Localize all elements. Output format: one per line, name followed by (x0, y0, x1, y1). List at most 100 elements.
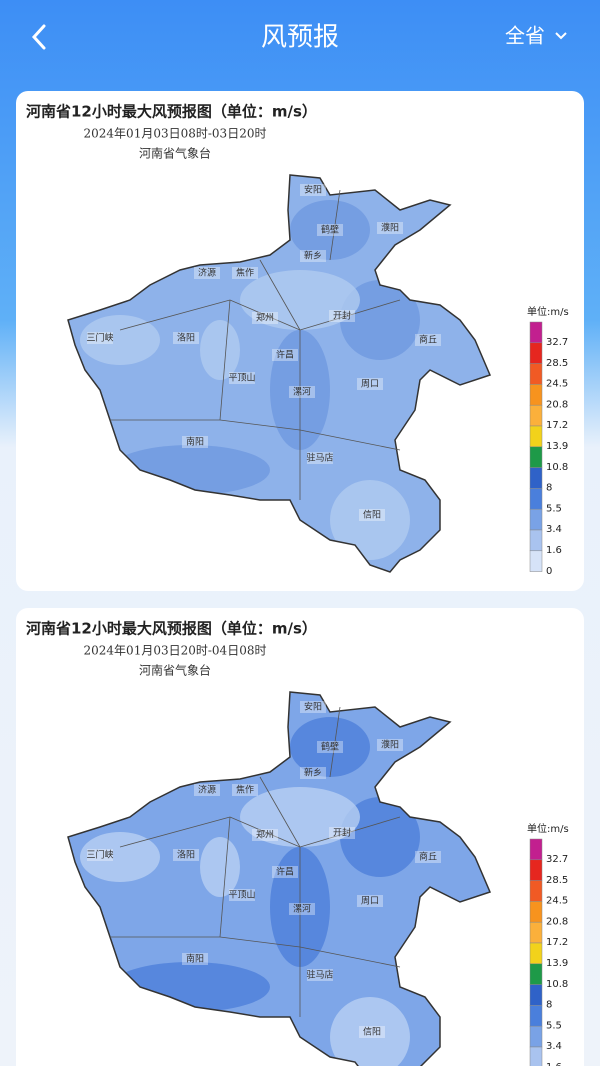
city-label-bg (300, 184, 326, 196)
legend-swatch (529, 1005, 543, 1027)
dropdown-icon[interactable] (555, 32, 567, 40)
map-period: 2024年01月03日20时-04日08时 (84, 644, 267, 658)
city-label-bg (252, 312, 278, 324)
county-border (119, 299, 231, 331)
legend-swatch (529, 446, 543, 468)
city-label: 漯河 (293, 386, 311, 398)
legend-label: 13.9 (546, 441, 568, 452)
back-button[interactable] (31, 24, 46, 50)
city-label: 济源 (198, 267, 216, 279)
legend-swatch (529, 921, 543, 944)
city-label-bg (182, 953, 208, 965)
city-label-bg (272, 349, 298, 361)
city-label-bg (317, 224, 343, 236)
city-label: 焦作 (236, 267, 254, 279)
wind-area (200, 320, 240, 380)
city-label: 南阳 (186, 953, 204, 965)
legend-label: 5.5 (546, 1020, 562, 1031)
city-label-bg (377, 739, 403, 751)
legend-swatch (529, 963, 543, 985)
city-label: 三门峡 (86, 332, 113, 344)
county-border (229, 816, 301, 848)
county-border (219, 419, 301, 431)
city-label-bg (415, 851, 441, 863)
wind-area (240, 787, 360, 847)
city-label: 周口 (361, 379, 379, 390)
city-label: 商丘 (419, 334, 437, 346)
city-label: 信阳 (363, 509, 381, 521)
wind-area (290, 200, 370, 260)
city-label-bg (289, 903, 315, 915)
legend-label: 5.5 (546, 503, 562, 514)
legend-label: 3.4 (546, 524, 562, 535)
city-label-bg (329, 827, 355, 839)
city-label: 焦作 (236, 784, 254, 796)
county-border (299, 429, 401, 451)
city-label: 安阳 (304, 701, 322, 713)
legend-swatch (529, 859, 543, 881)
city-label-bg (377, 222, 403, 234)
city-label-bg (87, 849, 113, 861)
legend-swatch (529, 508, 543, 531)
map-issuer: 河南省气象台 (139, 663, 211, 678)
wind-area (200, 837, 240, 897)
legend-label: 8 (546, 1000, 552, 1011)
city-label: 洛阳 (177, 332, 195, 344)
legend-label: 8 (546, 483, 552, 494)
legend-swatch (529, 1046, 543, 1066)
city-label: 驻马店 (306, 452, 333, 464)
legend-label: 32.7 (546, 854, 568, 865)
city-label: 商丘 (419, 851, 437, 863)
city-label: 许昌 (276, 866, 294, 878)
city-label-bg (357, 378, 383, 390)
legend-label: 13.9 (546, 958, 568, 969)
wind-area (330, 480, 410, 560)
county-border (299, 816, 401, 848)
county-border (329, 706, 341, 778)
legend-label: 20.8 (546, 916, 568, 927)
county-border (299, 299, 401, 331)
legend-swatch (529, 467, 543, 489)
legend-swatch (529, 901, 543, 923)
city-label: 许昌 (276, 349, 294, 361)
legend-label: 24.5 (546, 379, 568, 390)
legend-swatch (529, 363, 543, 385)
legend-swatch (529, 942, 543, 965)
county-border (259, 776, 301, 848)
map-card: 河南省12小时最大风预报图（单位：m/s） 2024年01月03日20时-04日0… (16, 608, 584, 1066)
legend-swatch (529, 384, 543, 406)
city-label: 新乡 (304, 250, 322, 262)
city-label: 平顶山 (228, 373, 255, 384)
legend-swatch (529, 984, 543, 1006)
legend-label: 28.5 (546, 875, 568, 886)
legend-label: 24.5 (546, 896, 568, 907)
legend-label: 28.5 (546, 358, 568, 369)
city-label: 洛阳 (177, 849, 195, 861)
city-label-bg (173, 849, 199, 861)
legend-swatch (529, 529, 543, 552)
legend-label: 32.7 (546, 337, 568, 348)
region-selector[interactable]: 全省 (505, 24, 545, 48)
city-label: 三门峡 (86, 849, 113, 861)
city-label: 驻马店 (306, 969, 333, 981)
city-label-bg (307, 452, 333, 464)
map-title: 河南省12小时最大风预报图（单位：m/s） (26, 103, 317, 121)
city-label: 郑州 (256, 829, 274, 841)
legend-swatch (529, 880, 543, 902)
city-label-bg (232, 784, 258, 796)
city-label: 郑州 (256, 312, 274, 324)
city-label: 平顶山 (228, 890, 255, 901)
city-label-bg (359, 1026, 385, 1038)
legend-swatch (529, 425, 543, 448)
city-label-bg (173, 332, 199, 344)
map-title: 河南省12小时最大风预报图（单位：m/s） (26, 620, 317, 638)
county-border (229, 299, 301, 331)
city-label: 开封 (333, 827, 351, 839)
city-label: 信阳 (363, 1026, 381, 1038)
city-label-bg (272, 866, 298, 878)
city-label-bg (329, 310, 355, 322)
wind-area (80, 832, 160, 882)
city-label: 濮阳 (381, 222, 399, 234)
city-label-bg (359, 509, 385, 521)
legend-swatch (529, 838, 543, 861)
